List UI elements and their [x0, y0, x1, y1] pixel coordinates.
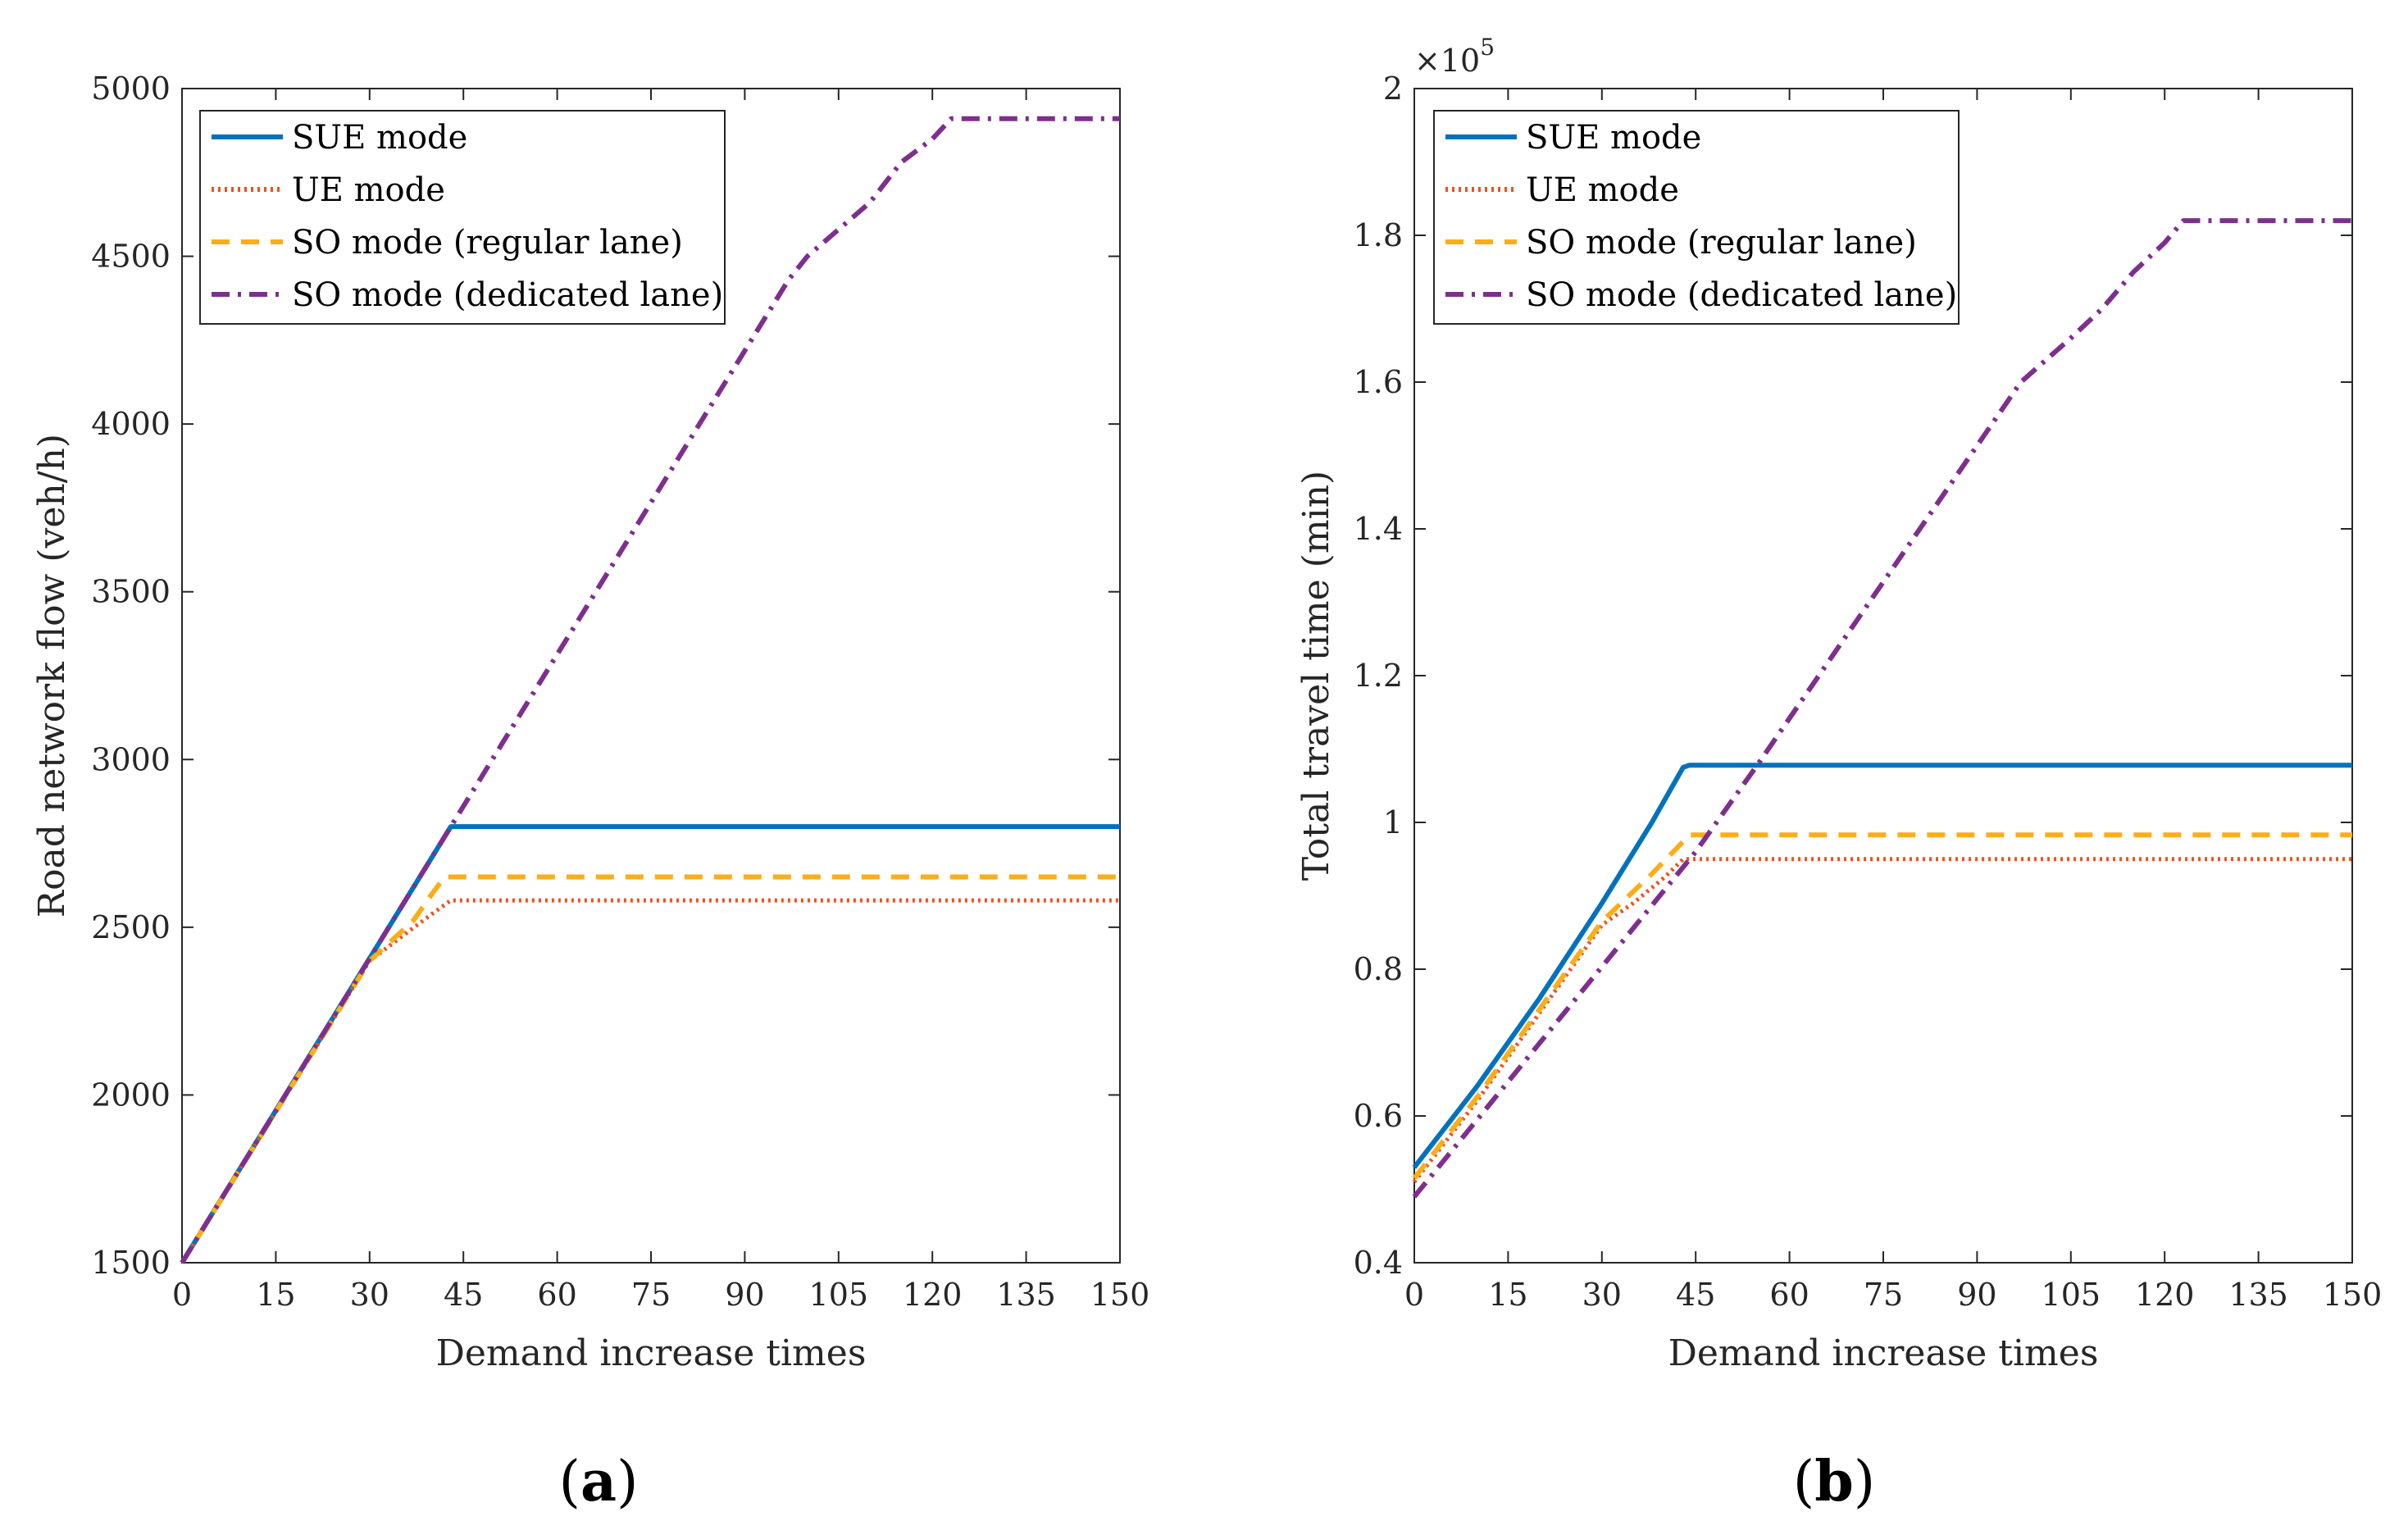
y-tick-label-b: 0.6 — [1354, 1098, 1403, 1134]
x-tick-label-a: 120 — [903, 1277, 963, 1313]
x-tick-label-a: 60 — [537, 1277, 576, 1313]
series-line-so-mode-regular-lane-a — [180, 874, 1120, 1264]
panel-letter-b: b — [1814, 1449, 1854, 1514]
x-tick-label-b: 45 — [1676, 1277, 1715, 1313]
x-tick-label-a: 15 — [256, 1277, 295, 1313]
legend-label-sue-b: SUE mode — [1526, 119, 1701, 157]
legend-label-so-regular-a: SO mode (regular lane) — [292, 224, 683, 262]
x-tick-label-b: 105 — [2042, 1277, 2101, 1313]
y-tick-label-a: 4000 — [91, 406, 171, 442]
series-line-so-mode-dedicated-lane-b — [1412, 218, 2352, 1199]
y-exponent-power-b: 5 — [1480, 34, 1495, 61]
y-tick-label-a: 2500 — [91, 909, 171, 945]
y-tick-label-a: 3500 — [91, 574, 171, 610]
x-tick-label-b: 150 — [2323, 1277, 2383, 1313]
x-tick-label-a: 150 — [1090, 1277, 1150, 1313]
y-tick-label-b: 1.6 — [1354, 364, 1403, 400]
x-tick-label-b: 60 — [1769, 1277, 1809, 1313]
series-line-ue-mode-a — [180, 898, 1120, 1264]
chart-panel-b: 0 15 30 45 60 75 90 105 120 135 150 0.4 0.6 0.8 1 1.2 1… — [1295, 34, 2382, 1514]
legend-label-ue-a: UE mode — [292, 171, 445, 209]
y-exponent-label-b: ×105 — [1414, 34, 1495, 79]
y-tick-label-a: 4500 — [91, 239, 171, 275]
y-tick-label-b: 1.2 — [1354, 658, 1403, 694]
x-tick-label-b: 30 — [1582, 1277, 1622, 1313]
series-line-sue-mode-b — [1412, 763, 2352, 1169]
x-tick-label-b: 0 — [1404, 1277, 1424, 1313]
y-axis-label-b: Total travel time (min) — [1295, 471, 1337, 881]
x-tick-label-a: 0 — [172, 1277, 192, 1313]
panel-label-b: (b) — [1793, 1449, 1876, 1514]
y-axis-b: 0.4 0.6 0.8 1 1.2 1.4 1.6 1.8 2 — [1354, 71, 2352, 1281]
x-tick-label-a: 105 — [809, 1277, 869, 1313]
y-tick-label-b: 1 — [1383, 804, 1403, 840]
panel-letter-a: a — [580, 1449, 617, 1514]
x-tick-label-a: 30 — [350, 1277, 389, 1313]
legend-label-so-dedicated-a: SO mode (dedicated lane) — [292, 276, 723, 314]
series-group-a — [180, 116, 1120, 1264]
legend-label-ue-b: UE mode — [1526, 171, 1679, 209]
y-tick-label-b: 1.4 — [1354, 511, 1403, 547]
y-tick-label-a: 2000 — [91, 1077, 171, 1113]
series-line-so-mode-dedicated-lane-a — [180, 116, 1120, 1264]
y-tick-label-a: 1500 — [91, 1245, 171, 1281]
x-tick-label-b: 90 — [1957, 1277, 1996, 1313]
x-tick-label-b: 135 — [2228, 1277, 2288, 1313]
y-exponent-base-b: ×10 — [1414, 43, 1480, 79]
panel-label-a: (a) — [558, 1449, 638, 1514]
legend-box-a — [199, 110, 726, 325]
x-tick-label-b: 15 — [1488, 1277, 1527, 1313]
x-tick-label-a: 75 — [631, 1277, 671, 1313]
y-tick-label-b: 0.8 — [1354, 951, 1403, 987]
x-tick-label-b: 75 — [1864, 1277, 1903, 1313]
y-tick-label-b: 2 — [1383, 71, 1403, 107]
legend-label-so-dedicated-b: SO mode (dedicated lane) — [1526, 276, 1957, 314]
y-axis-label-a: Road network flow (veh/h) — [31, 434, 73, 918]
x-tick-label-a: 45 — [444, 1277, 483, 1313]
legend-b: SUE mode UE mode SO mode (regular lane) … — [1433, 110, 1960, 325]
series-group-b — [1412, 218, 2352, 1199]
y-axis-a: 1500 2000 2500 3000 3500 4000 4500 5000 — [91, 71, 1120, 1281]
series-line-sue-mode-a — [180, 824, 1120, 1264]
x-tick-label-a: 90 — [725, 1277, 764, 1313]
x-axis-label-a: Demand increase times — [436, 1332, 867, 1374]
x-axis-b: 0 15 30 45 60 75 90 105 120 135 150 — [1404, 89, 2382, 1313]
x-axis-label-b: Demand increase times — [1668, 1332, 2099, 1374]
x-axis-a: 0 15 30 45 60 75 90 105 120 135 150 — [172, 89, 1149, 1313]
x-tick-label-a: 135 — [996, 1277, 1056, 1313]
y-tick-label-a: 5000 — [91, 71, 171, 107]
y-tick-label-b: 0.4 — [1354, 1245, 1403, 1281]
series-line-ue-mode-b — [1413, 857, 2352, 1184]
legend-a: SUE mode UE mode SO mode (regular lane) … — [199, 110, 726, 325]
legend-label-sue-a: SUE mode — [292, 119, 467, 157]
series-line-so-mode-regular-lane-b — [1412, 832, 2352, 1180]
chart-panel-a: 0 15 30 45 60 75 90 105 120 135 150 1500 2000 2500 30… — [31, 71, 1149, 1514]
x-tick-label-b: 120 — [2135, 1277, 2195, 1313]
y-tick-label-a: 3000 — [91, 741, 171, 777]
legend-label-so-regular-b: SO mode (regular lane) — [1526, 224, 1917, 262]
legend-box-b — [1433, 110, 1960, 325]
y-tick-label-b: 1.8 — [1354, 217, 1403, 253]
